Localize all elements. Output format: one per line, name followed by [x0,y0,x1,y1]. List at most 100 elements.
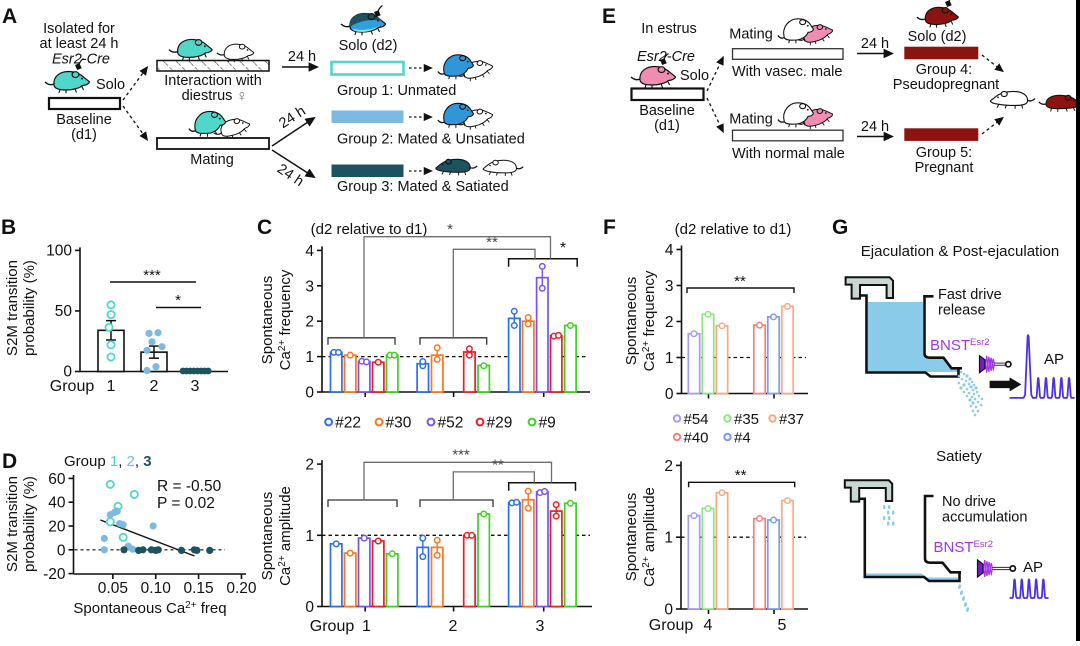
svg-text:1: 1 [305,349,314,366]
svg-text:#40: #40 [684,430,709,447]
svg-text:E: E [602,5,616,28]
svg-text:Pseudopregnant: Pseudopregnant [893,77,999,93]
svg-text:**: ** [492,457,504,474]
svg-text:B: B [1,216,16,239]
svg-text:C: C [257,216,272,239]
svg-text:release: release [938,303,986,319]
svg-text:0: 0 [664,602,673,619]
svg-text:3: 3 [305,278,314,295]
svg-text:Group 1, 2, 3: Group 1, 2, 3 [64,453,152,470]
svg-text:Fast drive: Fast drive [938,287,1002,303]
svg-text:#52: #52 [438,415,464,432]
svg-text:Baseline: Baseline [56,112,112,128]
svg-text:AP: AP [1023,559,1043,576]
svg-text:With normal male: With normal male [732,146,845,162]
svg-text:#22: #22 [335,415,361,432]
svg-text:F: F [603,216,616,239]
svg-text:#35: #35 [734,411,759,428]
svg-text:(d1): (d1) [654,118,680,134]
svg-text:4: 4 [305,243,314,260]
svg-text:Group 2: Mated & Unsatiated: Group 2: Mated & Unsatiated [337,132,525,148]
svg-text:4: 4 [704,617,713,634]
svg-text:0: 0 [305,385,314,402]
svg-text:*: * [447,221,453,238]
svg-text:Group 1: Unmated: Group 1: Unmated [337,83,456,99]
svg-text:1: 1 [664,530,673,547]
svg-text:*: * [175,292,181,309]
svg-text:BNSTEsr2: BNSTEsr2 [934,539,994,556]
svg-text:**: ** [735,467,747,484]
svg-text:Spontaneous: Spontaneous [623,493,640,581]
svg-text:(d2 relative to d1): (d2 relative to d1) [675,221,792,238]
svg-text:#29: #29 [487,415,513,432]
svg-text:Satiety: Satiety [936,448,982,465]
svg-text:In estrus: In estrus [641,21,697,37]
svg-text:probability (%): probability (%) [21,260,38,356]
svg-text:2: 2 [305,314,314,331]
svg-text:Esr2-Cre: Esr2-Cre [637,49,695,65]
svg-text:2: 2 [664,458,673,475]
svg-text:BNSTEsr2: BNSTEsr2 [930,337,990,354]
svg-text:4: 4 [665,242,674,259]
svg-text:1: 1 [107,378,116,395]
svg-text:Spontaneous: Spontaneous [259,276,276,364]
svg-text:5: 5 [778,617,787,634]
svg-text:Group: Group [50,378,95,395]
svg-text:24 h: 24 h [276,103,308,132]
svg-text:R = -0.50: R = -0.50 [157,478,222,495]
svg-text:***: *** [452,447,470,464]
svg-text:Interaction with: Interaction with [164,73,262,89]
svg-text:-20: -20 [43,566,66,583]
svg-text:S2M transition: S2M transition [4,476,21,572]
svg-text:24 h: 24 h [861,36,889,52]
svg-text:2: 2 [305,457,314,474]
svg-text:20: 20 [48,519,66,536]
svg-text:Group: Group [649,617,694,634]
svg-text:G: G [832,216,848,239]
svg-text:Mating: Mating [190,152,234,168]
svg-text:3: 3 [665,278,674,295]
svg-text:accumulation: accumulation [942,510,1027,526]
svg-text:No drive: No drive [942,494,996,510]
svg-text:Ca2+ frequency: Ca2+ frequency [641,270,658,371]
svg-text:0.10: 0.10 [141,580,172,597]
svg-text:Ca2+ frequency: Ca2+ frequency [277,269,294,370]
svg-text:A: A [2,5,17,28]
svg-text:Group 4:: Group 4: [916,62,972,78]
svg-text:0.15: 0.15 [184,580,214,597]
svg-text:3: 3 [536,618,545,635]
svg-text:Solo (d2): Solo (d2) [908,29,967,45]
svg-text:**: ** [486,234,498,251]
svg-text:Isolated for: Isolated for [43,21,115,37]
svg-text:Solo (d2): Solo (d2) [339,38,398,54]
svg-text:*: * [560,240,566,257]
svg-text:(d2 relative to d1): (d2 relative to d1) [311,221,428,238]
svg-text:0: 0 [305,599,314,616]
svg-text:Group 3: Mated & Satiated: Group 3: Mated & Satiated [337,179,509,195]
svg-text:100: 100 [46,242,72,259]
svg-text:**: ** [734,273,746,290]
svg-text:24 h: 24 h [288,49,316,65]
svg-text:#37: #37 [779,411,804,428]
svg-text:2: 2 [665,314,674,331]
svg-text:#54: #54 [684,411,709,428]
svg-text:Ca2+ amplitude: Ca2+ amplitude [277,486,294,586]
svg-text:AP: AP [1044,351,1064,368]
svg-text:S2M transition: S2M transition [4,260,21,356]
svg-text:D: D [2,450,17,473]
svg-text:♀: ♀ [236,88,248,105]
svg-text:Group: Group [310,618,355,635]
svg-text:40: 40 [48,495,66,512]
svg-text:Baseline: Baseline [639,103,695,119]
svg-text:2: 2 [150,378,159,395]
svg-text:Mating: Mating [729,27,773,43]
svg-text:***: *** [143,267,161,284]
svg-text:0: 0 [63,364,72,381]
svg-text:24 h: 24 h [861,119,889,135]
svg-text:(d1): (d1) [71,127,97,143]
svg-text:diestrus: diestrus [182,88,233,104]
svg-text:60: 60 [48,471,66,488]
svg-text:1: 1 [362,618,371,635]
svg-text:Solo: Solo [680,68,709,84]
svg-text:50: 50 [55,303,73,320]
